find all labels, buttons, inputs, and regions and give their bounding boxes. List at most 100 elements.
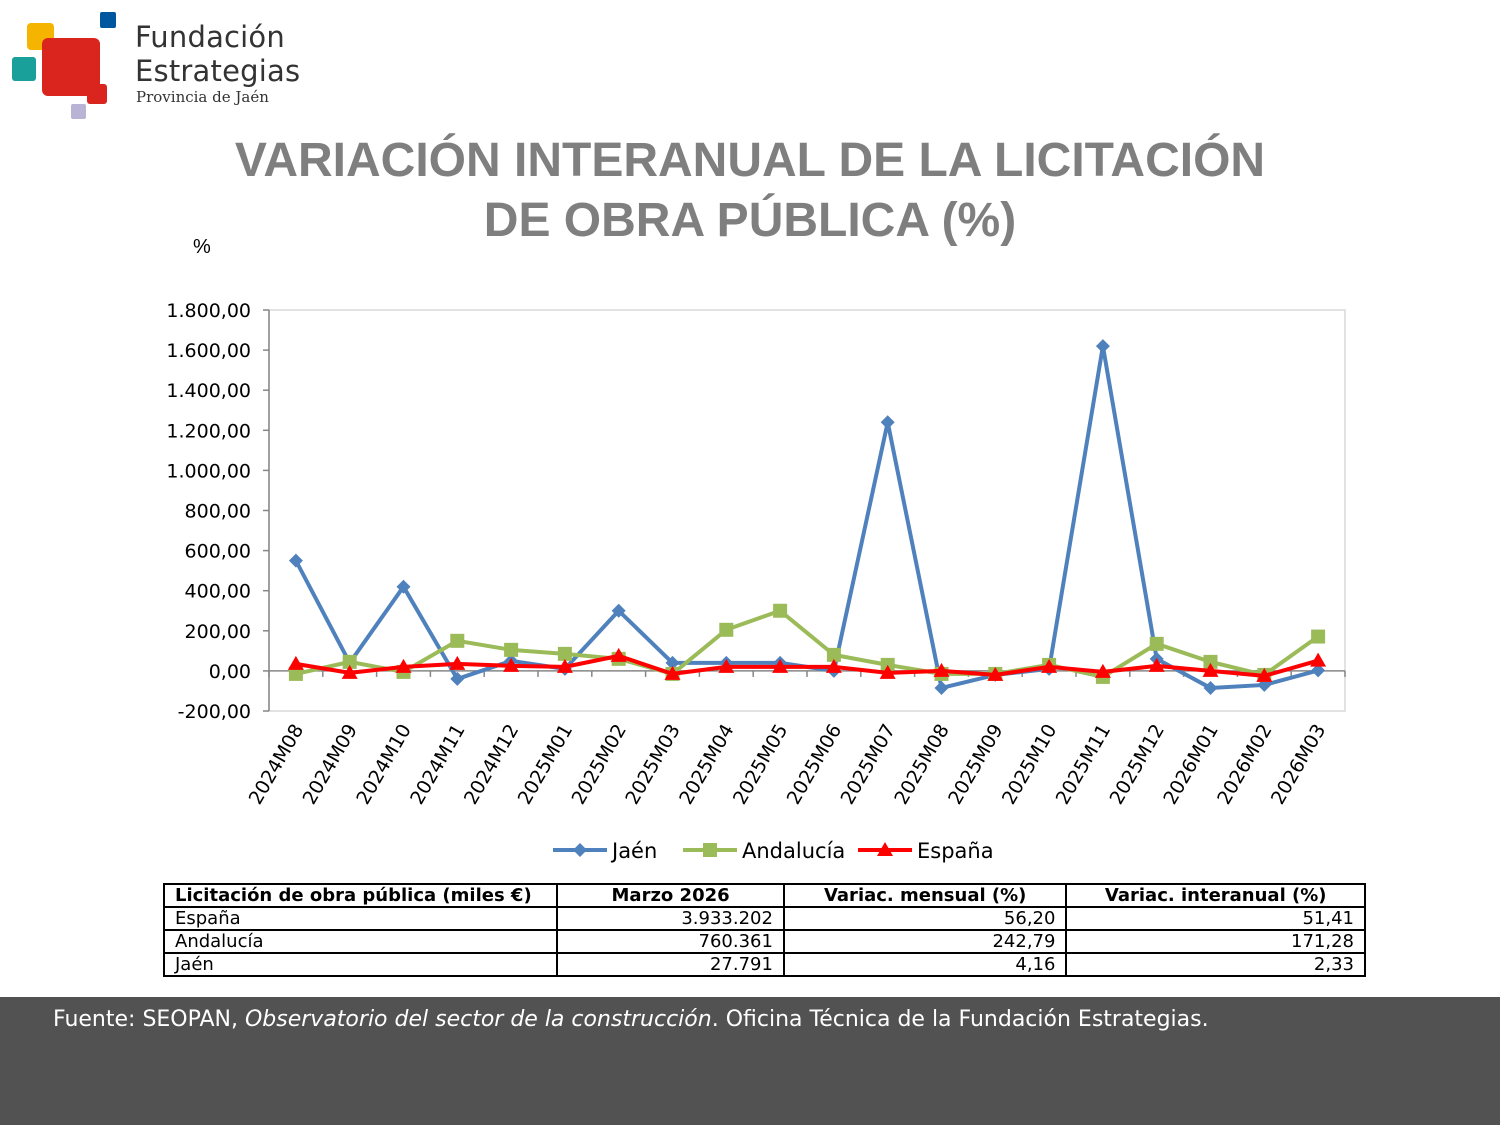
data-point-0 bbox=[880, 415, 895, 430]
footer-bar: Fuente: SEOPAN, Observatorio del sector … bbox=[0, 997, 1500, 1125]
data-point-2 bbox=[825, 658, 842, 673]
source-suffix: . Oficina Técnica de la Fundación Estrat… bbox=[711, 1007, 1209, 1032]
data-point-2 bbox=[1256, 667, 1273, 682]
x-tick-label: 2026M03 bbox=[1267, 720, 1331, 808]
data-point-2 bbox=[1041, 658, 1058, 673]
y-tick-label: 1.600,00 bbox=[166, 340, 251, 362]
chart-title-line1: VARIACIÓN INTERANUAL DE LA LICITACIÓN bbox=[234, 134, 1266, 187]
legend-label: Andalucía bbox=[742, 839, 845, 863]
data-point-1 bbox=[826, 647, 841, 662]
data-point-2 bbox=[772, 658, 789, 673]
data-point-2 bbox=[1094, 663, 1111, 678]
data-point-1 bbox=[342, 654, 357, 669]
legend-marker bbox=[573, 843, 587, 857]
series-line-0 bbox=[294, 344, 1319, 690]
data-point-2 bbox=[987, 666, 1004, 681]
source-publication: Observatorio del sector de la construcci… bbox=[244, 1007, 712, 1032]
table-row: Jaén 27.791 4,16 2,33 bbox=[162, 952, 1366, 977]
logo-square-red-small bbox=[87, 84, 107, 104]
data-point-0 bbox=[1203, 680, 1218, 695]
logo-square-red-large bbox=[42, 38, 100, 96]
table-header-cell: Variac. mensual (%) bbox=[782, 883, 1068, 908]
data-point-2 bbox=[449, 655, 466, 670]
logo-square-teal bbox=[12, 57, 36, 81]
chart-title-line2: DE OBRA PÚBLICA (%) bbox=[483, 194, 1017, 247]
data-point-1 bbox=[288, 666, 303, 681]
table-cell: 51,41 bbox=[1065, 906, 1366, 931]
y-tick-label: 600,00 bbox=[185, 541, 251, 563]
table-cell: 171,28 bbox=[1065, 929, 1366, 954]
source-prefix: Fuente: SEOPAN, bbox=[53, 1007, 245, 1032]
table-cell: Jaén bbox=[162, 952, 559, 977]
y-tick-label: 1.200,00 bbox=[166, 420, 251, 442]
data-point-2 bbox=[341, 664, 358, 679]
series-line-1 bbox=[295, 608, 1320, 679]
logo-squares-icon bbox=[12, 12, 116, 119]
logo-square-lilac bbox=[71, 104, 86, 119]
data-point-0 bbox=[611, 603, 626, 618]
summary-table: Licitación de obra pública (miles €) Mar… bbox=[162, 883, 1366, 977]
legend-label: Jaén bbox=[610, 839, 657, 863]
y-tick-label: 1.400,00 bbox=[166, 380, 251, 402]
table-header-cell: Variac. interanual (%) bbox=[1065, 883, 1366, 908]
data-point-0 bbox=[1095, 339, 1110, 354]
data-point-2 bbox=[610, 647, 627, 662]
table-cell: 27.791 bbox=[556, 952, 785, 977]
data-point-2 bbox=[1148, 657, 1165, 672]
legend-marker bbox=[877, 842, 893, 856]
line-chart: -200,00 0,00 200,00 400,00 600,00 800,00 1.000… bbox=[166, 300, 1346, 863]
y-axis-unit-label: % bbox=[193, 236, 211, 258]
table-header-row: Licitación de obra pública (miles €) Mar… bbox=[162, 883, 1366, 908]
table-cell: 56,20 bbox=[782, 906, 1068, 931]
data-point-1 bbox=[1311, 629, 1326, 644]
legend-marker bbox=[703, 843, 717, 857]
y-tick-label: 1.000,00 bbox=[166, 460, 251, 482]
brand-subtitle: Provincia de Jaén bbox=[136, 88, 269, 106]
data-point-0 bbox=[1311, 663, 1326, 678]
data-point-2 bbox=[879, 664, 896, 679]
table-cell: 4,16 bbox=[782, 952, 1068, 977]
data-point-2 bbox=[664, 665, 681, 680]
y-tick-label: 1.800,00 bbox=[166, 300, 251, 322]
y-tick-label: 0,00 bbox=[209, 661, 251, 683]
table-cell: 3.933.202 bbox=[556, 906, 785, 931]
data-point-2 bbox=[1202, 662, 1219, 677]
table-header-cell: Marzo 2026 bbox=[556, 883, 785, 908]
data-point-0 bbox=[934, 680, 949, 695]
data-point-0 bbox=[665, 655, 680, 670]
table-cell: España bbox=[162, 906, 559, 931]
data-point-1 bbox=[504, 642, 519, 657]
data-point-2 bbox=[287, 655, 304, 670]
data-point-1 bbox=[557, 646, 572, 661]
data-point-2 bbox=[933, 662, 950, 677]
legend-label: España bbox=[917, 839, 994, 863]
source-note: Fuente: SEOPAN, Observatorio del sector … bbox=[53, 1007, 1209, 1032]
data-point-0 bbox=[288, 553, 303, 568]
table-cell: 242,79 bbox=[782, 929, 1068, 954]
data-point-2 bbox=[556, 658, 573, 673]
data-point-1 bbox=[880, 657, 895, 672]
y-tick-label: -200,00 bbox=[178, 701, 251, 723]
y-tick-label: 800,00 bbox=[185, 501, 251, 523]
logo-square-blue bbox=[100, 12, 116, 28]
brand-logo: Fundación Estrategias Provincia de Jaén bbox=[0, 0, 330, 125]
table-cell: 2,33 bbox=[1065, 952, 1366, 977]
brand-name-line1: Fundación bbox=[135, 20, 285, 54]
y-tick-label: 400,00 bbox=[185, 581, 251, 603]
data-point-0 bbox=[396, 579, 411, 594]
table-header-cell: Licitación de obra pública (miles €) bbox=[162, 883, 559, 908]
table-row: España 3.933.202 56,20 51,41 bbox=[162, 906, 1366, 931]
table-cell: Andalucía bbox=[162, 929, 559, 954]
series-line-2 bbox=[295, 653, 1319, 678]
data-point-0 bbox=[450, 671, 465, 686]
data-point-1 bbox=[1149, 636, 1164, 651]
data-point-2 bbox=[1310, 652, 1327, 667]
data-point-2 bbox=[503, 657, 520, 672]
y-tick-label: 200,00 bbox=[185, 621, 251, 643]
data-point-2 bbox=[718, 658, 735, 673]
data-point-1 bbox=[773, 603, 788, 618]
brand-name-line2: Estrategias bbox=[135, 54, 301, 88]
data-point-1 bbox=[450, 633, 465, 648]
data-point-1 bbox=[1203, 654, 1218, 669]
data-point-1 bbox=[719, 622, 734, 637]
